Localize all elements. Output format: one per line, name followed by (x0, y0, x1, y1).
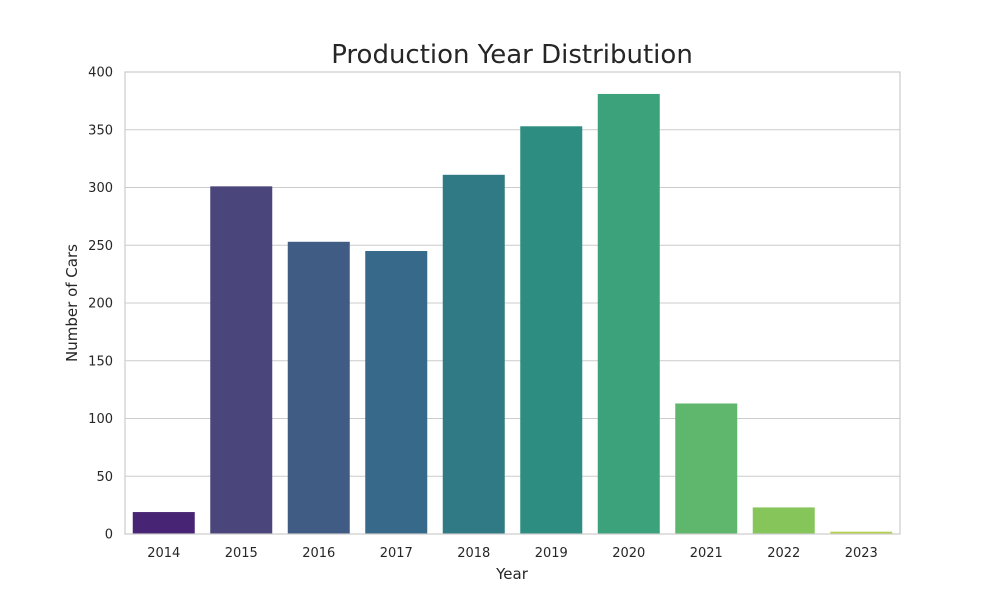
bar-2017 (365, 251, 428, 534)
bar-2016 (287, 241, 350, 534)
y-tick-label: 400 (88, 66, 113, 81)
x-tick-label: 2018 (457, 546, 490, 561)
bar-2020 (597, 93, 660, 534)
chart-title: Production Year Distribution (331, 40, 693, 70)
x-tick-label: 2014 (147, 546, 180, 561)
y-tick-label: 50 (96, 470, 113, 485)
bar-2022 (752, 507, 815, 534)
bar-2015 (210, 186, 273, 534)
bars (132, 93, 893, 535)
y-tick-label: 250 (88, 239, 113, 254)
bar-2014 (132, 512, 195, 534)
y-tick-label: 200 (88, 297, 113, 312)
bar-2019 (520, 126, 583, 534)
y-tick-label: 300 (88, 181, 113, 196)
x-tick-label: 2023 (845, 546, 878, 561)
plot-frame (124, 71, 901, 535)
y-axis-label: Number of Cars (63, 244, 81, 362)
y-tick-label: 150 (88, 354, 113, 369)
x-axis-label: Year (495, 565, 529, 583)
x-tick-label: 2020 (612, 546, 645, 561)
x-tick-label: 2019 (535, 546, 568, 561)
y-tick-label: 0 (105, 528, 113, 543)
bar-2018 (442, 174, 505, 535)
bar-2023 (830, 531, 893, 534)
bar-2021 (675, 403, 738, 534)
x-tick-label: 2016 (302, 546, 335, 561)
x-tick-label: 2021 (690, 546, 723, 561)
x-tick-label: 2022 (767, 546, 800, 561)
y-tick-labels: 0 50 100 150 200 250 300 350 400 (88, 66, 113, 543)
x-tick-labels: 2014 2015 2016 2017 2018 2019 2020 2021 2022 2023 (147, 546, 878, 561)
x-tick-label: 2015 (225, 546, 258, 561)
y-tick-label: 350 (88, 123, 113, 138)
x-tick-label: 2017 (380, 546, 413, 561)
y-tick-label: 100 (88, 412, 113, 427)
